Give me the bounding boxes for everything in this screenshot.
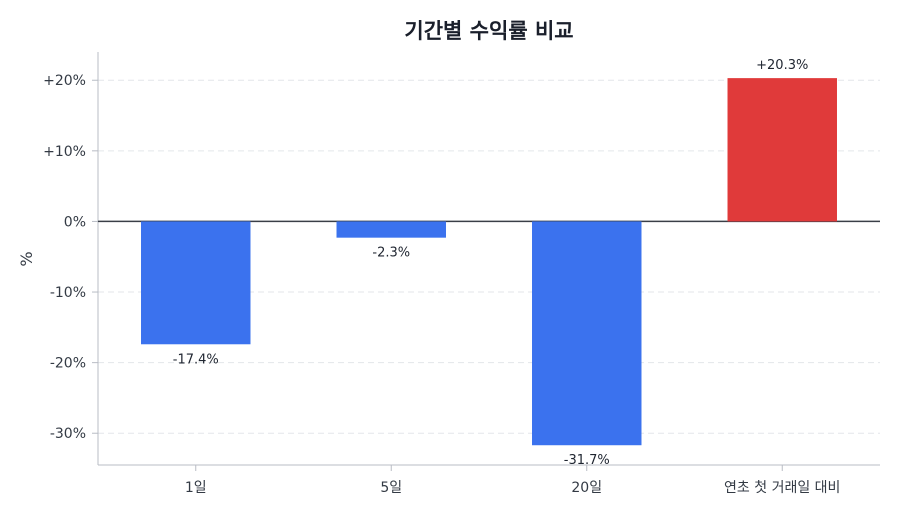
y-tick-label: +10% [43,144,86,160]
x-ticks: 1일 5일 20일 연초 첫 거래일 대비 [185,465,840,496]
data-label: -2.3% [372,246,410,261]
chart-title: 기간별 수익률 비교 [404,19,573,43]
x-tick-label: 연초 첫 거래일 대비 [724,480,840,496]
x-tick-label: 5일 [380,480,402,496]
data-label: +20.3% [756,58,808,73]
y-tick-label: 0% [64,214,86,230]
bar [336,221,446,238]
bar [727,78,837,222]
data-label: -17.4% [173,352,219,367]
y-tick-label: -10% [50,285,86,301]
y-tick-label: -30% [50,426,86,442]
y-tick-label: -20% [50,356,86,372]
data-labels: -17.4% -2.3% -31.7% +20.3% [173,58,809,468]
y-ticks: -30% -20% -10% 0% +10% +20% [43,73,98,442]
x-tick-label: 20일 [571,480,602,496]
y-axis-label: % [17,251,36,266]
bars [141,78,837,446]
x-tick-label: 1일 [185,480,207,496]
data-label: -31.7% [564,453,610,468]
y-tick-label: +20% [43,73,86,89]
bar [532,221,642,446]
bar [141,221,251,345]
